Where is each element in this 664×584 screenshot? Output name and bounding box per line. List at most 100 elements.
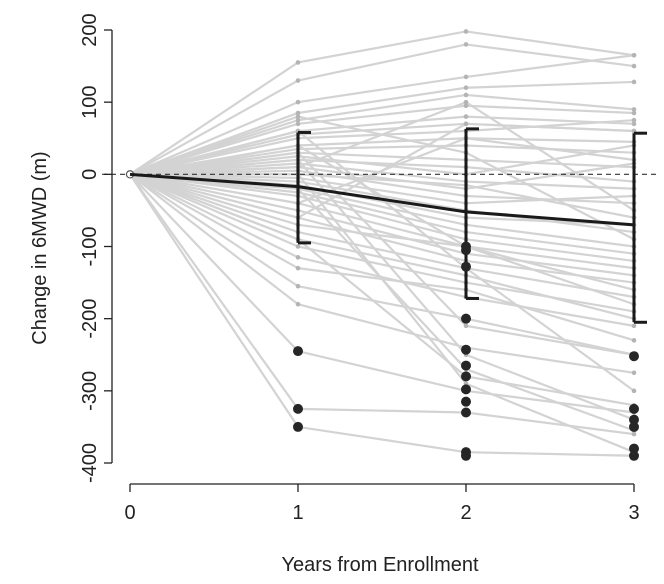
trajectory-line xyxy=(129,80,635,176)
outlier-point xyxy=(629,421,639,432)
trajectory-point xyxy=(631,52,637,58)
trajectory-point xyxy=(631,388,637,394)
y-tick-label: -300 xyxy=(79,371,101,411)
trajectory-point xyxy=(295,255,301,260)
trajectory-line xyxy=(129,144,635,176)
trajectory-line xyxy=(129,173,635,277)
trajectory-point xyxy=(463,121,469,127)
outlier-points xyxy=(293,241,639,461)
trajectory-line xyxy=(129,30,635,176)
trajectory-point xyxy=(295,283,301,289)
outlier-point xyxy=(461,371,471,382)
x-tick-label: 1 xyxy=(292,502,303,524)
trajectory-point xyxy=(631,107,637,112)
trajectory-line xyxy=(129,173,635,414)
trajectory-point xyxy=(463,99,469,105)
trajectory-line xyxy=(129,151,635,356)
outlier-point xyxy=(461,384,471,395)
y-tick-label: 0 xyxy=(79,169,101,180)
outlier-point xyxy=(461,450,471,461)
trajectory-point xyxy=(631,431,637,437)
trajectory-point xyxy=(295,265,301,271)
outlier-point xyxy=(293,421,303,432)
trajectory-line xyxy=(129,173,635,436)
trajectory-lines xyxy=(129,30,635,457)
y-axis: 200 100 0 -100 -200 -300 -400 xyxy=(79,13,113,483)
outlier-point xyxy=(629,450,639,461)
trajectory-line xyxy=(129,173,635,291)
y-tick-label: 200 xyxy=(79,13,101,46)
trajectory-line xyxy=(129,144,635,306)
outlier-point xyxy=(461,261,471,272)
trajectory-line xyxy=(129,173,635,255)
trajectory-point xyxy=(463,29,469,34)
trajectory-point xyxy=(631,370,637,376)
trajectory-point xyxy=(463,85,469,91)
x-axis: 0 1 2 3 xyxy=(124,483,640,524)
trajectory-point xyxy=(631,117,637,123)
x-tick-label: 2 xyxy=(460,502,471,524)
trajectory-point xyxy=(463,42,469,47)
x-axis-label: Years from Enrollment xyxy=(281,554,479,576)
trajectory-line xyxy=(129,93,635,176)
trajectory-point xyxy=(295,244,301,249)
outlier-point xyxy=(461,245,471,256)
trajectory-line xyxy=(129,115,635,241)
outlier-point xyxy=(293,403,303,414)
trajectory-point xyxy=(295,301,301,307)
outlier-point xyxy=(293,346,303,357)
trajectory-line xyxy=(129,158,635,421)
trajectory-point xyxy=(631,323,637,329)
trajectory-point xyxy=(295,121,301,127)
trajectory-line xyxy=(129,173,635,356)
trajectory-point xyxy=(463,92,469,98)
outlier-point xyxy=(461,313,471,324)
y-axis-label: Change in 6MWD (m) xyxy=(29,151,51,344)
trajectory-line xyxy=(129,122,635,219)
y-tick-label: 100 xyxy=(79,85,101,118)
trajectory-point xyxy=(295,114,301,119)
trajectory-point xyxy=(463,114,469,119)
trajectory-point xyxy=(631,121,637,127)
outlier-point xyxy=(461,407,471,418)
trajectory-line xyxy=(129,173,635,313)
trajectory-line xyxy=(129,173,635,374)
trajectory-point xyxy=(463,103,469,109)
mean-trajectory xyxy=(129,172,635,227)
y-tick-label: -200 xyxy=(79,299,101,339)
trajectory-line xyxy=(129,173,635,205)
trajectory-point xyxy=(631,63,637,69)
trajectory-line xyxy=(129,43,635,176)
trajectory-point xyxy=(631,79,637,85)
y-tick-label: -400 xyxy=(79,443,101,483)
outlier-point xyxy=(629,414,639,425)
mean-line xyxy=(125,170,635,227)
trajectory-point xyxy=(463,74,469,80)
trajectory-point xyxy=(295,99,301,105)
outlier-point xyxy=(629,403,639,414)
trajectory-point xyxy=(631,110,637,116)
trajectory-line xyxy=(129,162,635,190)
trajectory-point xyxy=(631,338,637,343)
y-tick-label: -100 xyxy=(79,226,101,266)
trajectory-line xyxy=(129,173,635,263)
outlier-point xyxy=(629,351,639,362)
outlier-point xyxy=(629,443,639,454)
trajectory-line xyxy=(129,54,635,176)
trajectory-line xyxy=(129,173,635,299)
outlier-point xyxy=(461,360,471,371)
trajectory-point xyxy=(463,323,469,329)
trajectory-point xyxy=(295,110,301,116)
outlier-point xyxy=(461,396,471,407)
x-tick-label: 0 xyxy=(124,502,135,524)
trajectory-point xyxy=(295,117,301,123)
trajectory-line xyxy=(129,104,635,176)
trajectory-line xyxy=(129,173,635,457)
trajectory-point xyxy=(295,60,301,65)
outlier-point xyxy=(461,344,471,355)
trajectory-line xyxy=(129,173,635,327)
trajectory-point xyxy=(295,78,301,83)
x-tick-label: 3 xyxy=(628,502,639,524)
